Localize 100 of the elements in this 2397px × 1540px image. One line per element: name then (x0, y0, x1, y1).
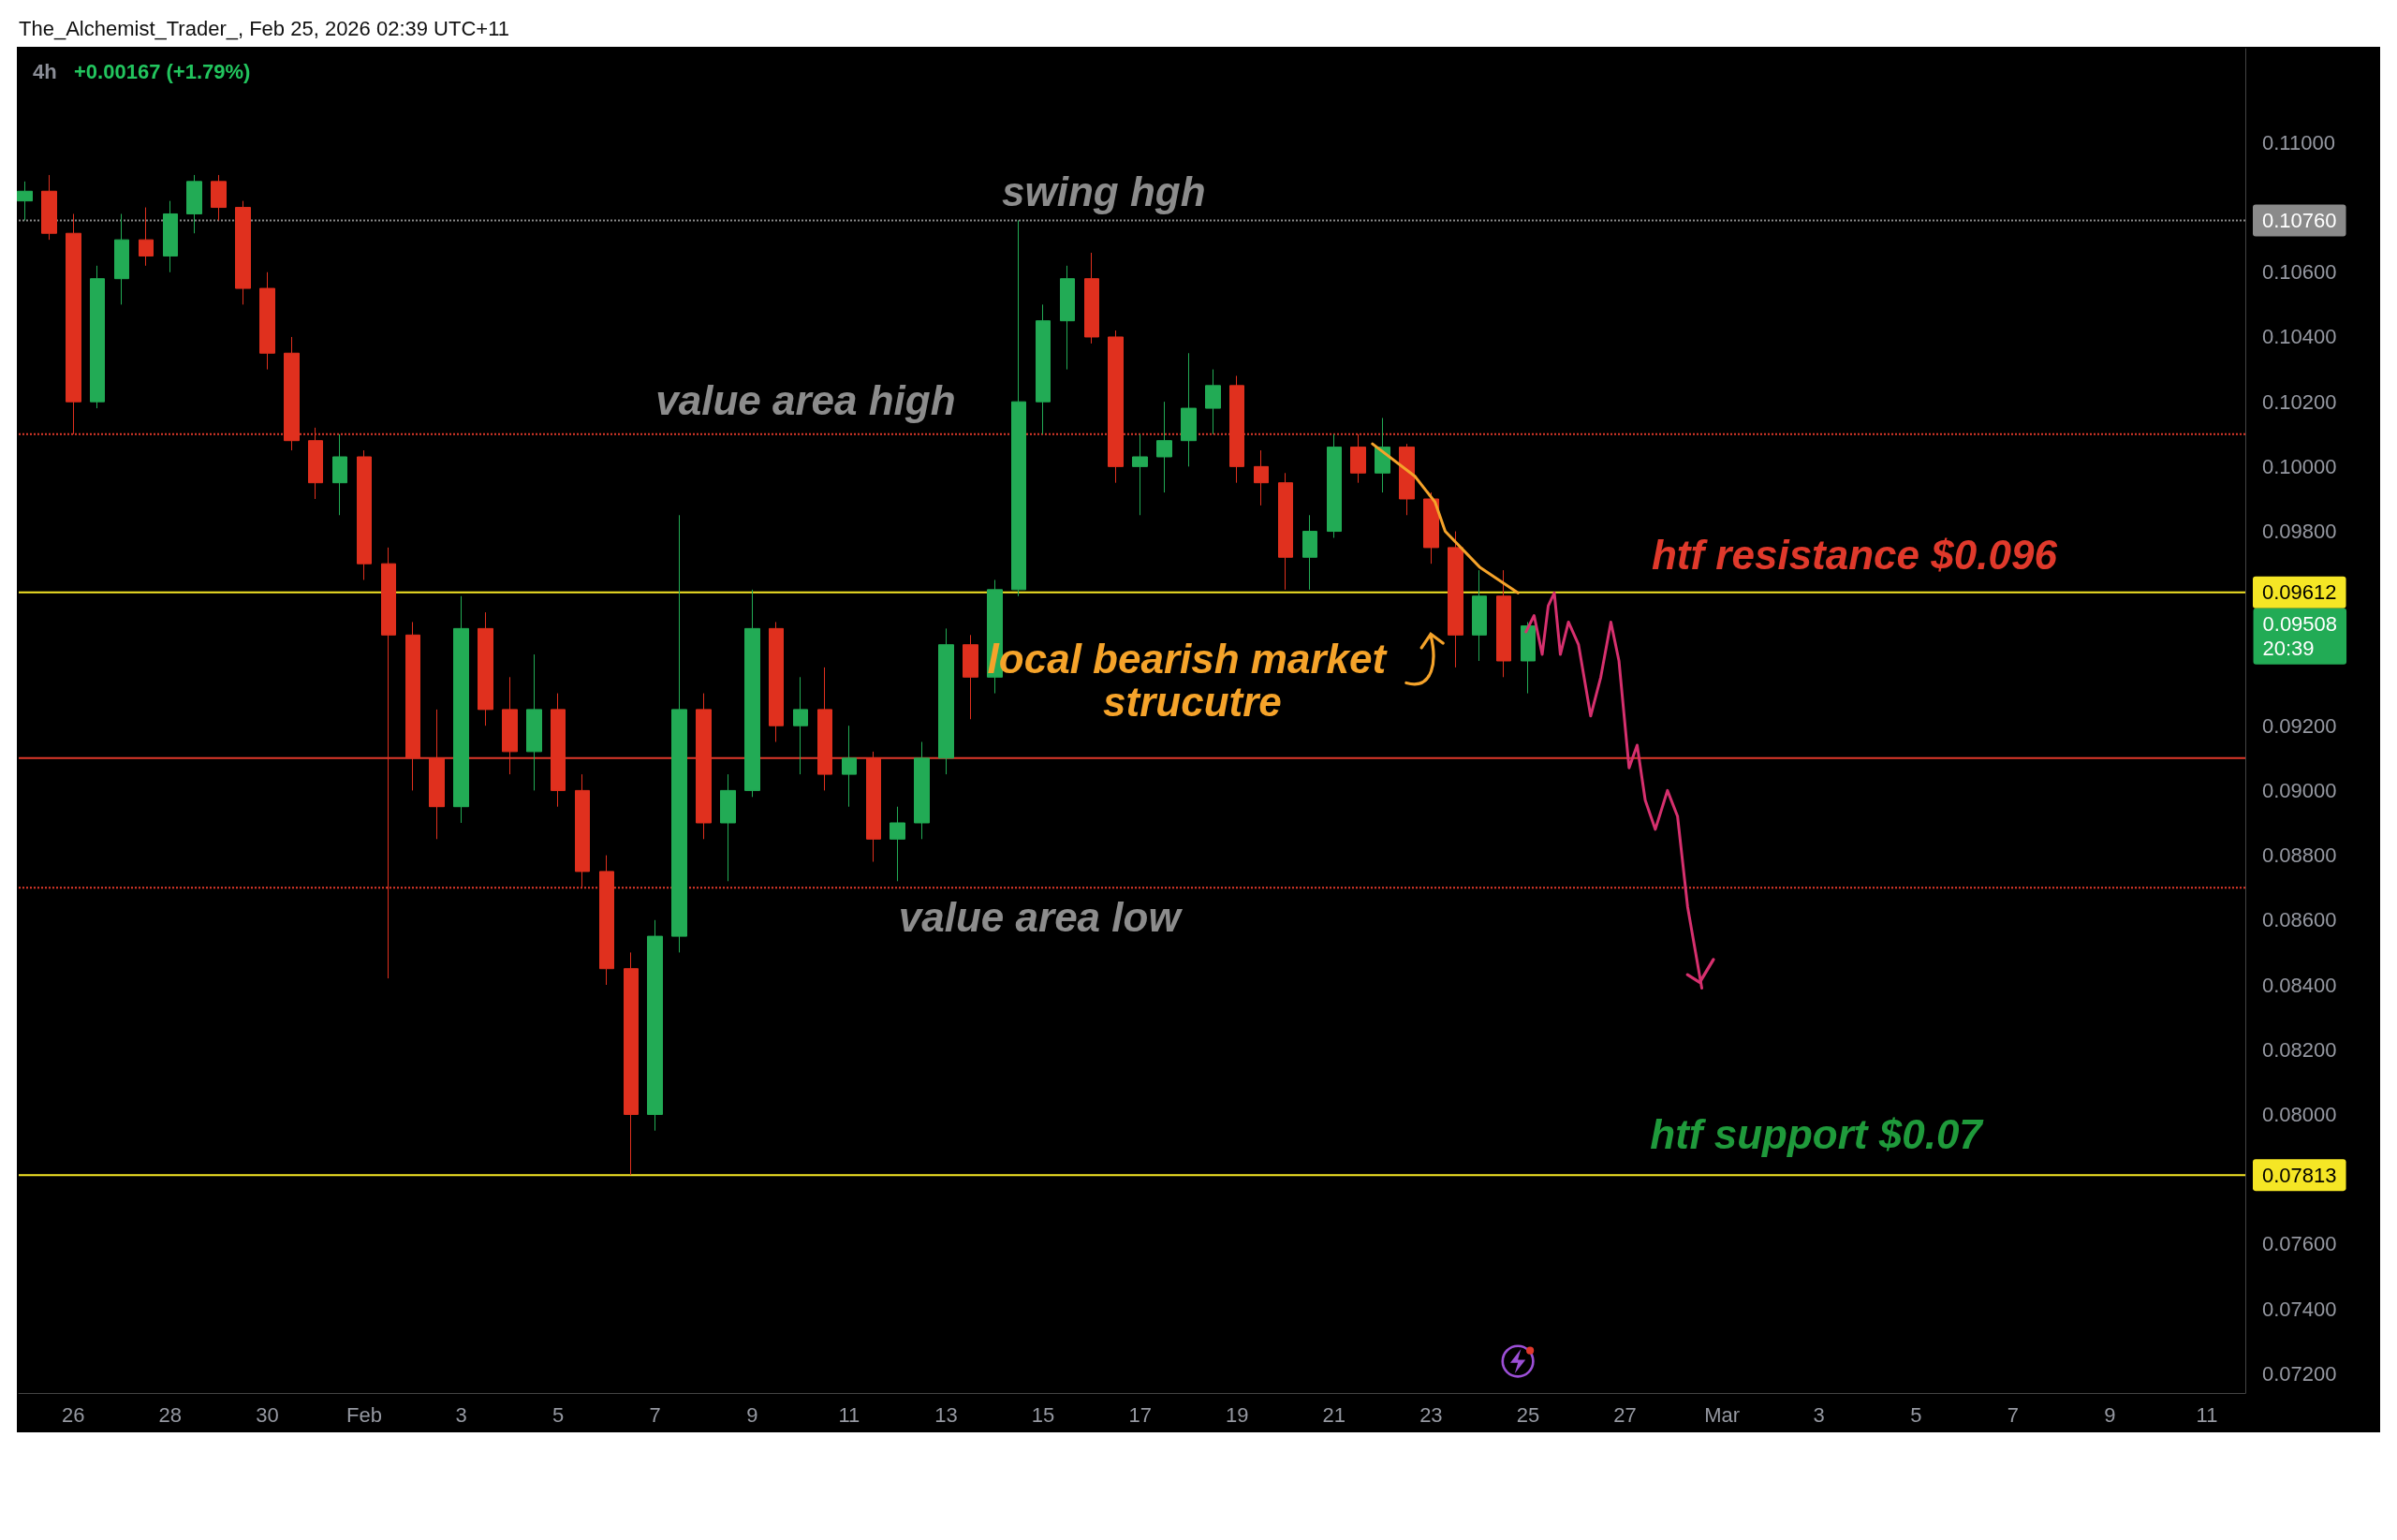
candlestick (526, 653, 542, 791)
candlestick (259, 271, 275, 371)
text: The_Alchemist_Trader_, Feb 25, 2026 02:39 UTC+11 (19, 17, 510, 40)
candlestick (1060, 265, 1075, 371)
candlestick (1448, 531, 1463, 668)
candlestick (235, 200, 251, 305)
y-tick-label: 0.10200 (2262, 389, 2337, 414)
candlestick (163, 200, 178, 273)
candlestick (1084, 252, 1099, 345)
x-tick-label: 9 (2104, 1402, 2116, 1427)
annotation: value area high (655, 377, 956, 424)
x-tick-label: 7 (2007, 1402, 2019, 1427)
ref-line-label: 0.07813 (2262, 1163, 2337, 1187)
candlestick (938, 627, 954, 775)
x-tick-label: 5 (552, 1402, 565, 1427)
x-tick-label: 28 (158, 1402, 183, 1427)
candlestick (890, 806, 905, 882)
candlestick (575, 773, 590, 888)
x-tick-label: 3 (1813, 1402, 1825, 1427)
text: +0.00167 (+1.79%) (56, 59, 251, 83)
candlestick (502, 676, 518, 775)
candlestick (624, 951, 639, 1176)
y-tick-label: 0.09200 (2262, 713, 2337, 738)
candlestick (1205, 369, 1221, 435)
x-tick-label: 11 (838, 1402, 860, 1427)
y-tick-label: 0.07200 (2262, 1361, 2337, 1386)
x-tick-label: 21 (1322, 1402, 1346, 1427)
candlestick (744, 589, 760, 798)
x-tick-label: Mar (1704, 1402, 1741, 1427)
line-series (1524, 591, 1704, 990)
candlestick (66, 213, 81, 435)
candlestick (1399, 443, 1415, 516)
y-tick-label: 0.08000 (2262, 1102, 2337, 1126)
candlestick (647, 919, 663, 1132)
candlestick (41, 174, 57, 241)
candlestick (186, 174, 202, 234)
candlestick (478, 611, 493, 726)
x-tick-label: 3 (455, 1402, 467, 1427)
candlestick (114, 213, 129, 305)
annotation: htf support $0.07 (1650, 1110, 1985, 1157)
x-tick-label: 30 (256, 1402, 279, 1427)
x-tick-label: 11 (2196, 1402, 2218, 1427)
candlestick (381, 547, 396, 979)
x-tick-label: 27 (1613, 1402, 1637, 1427)
candlestick (914, 741, 930, 840)
x-tick-label: 17 (1128, 1402, 1152, 1427)
candlestick (1423, 491, 1439, 565)
candlestick (551, 693, 566, 808)
y-tick-label: 0.10400 (2262, 325, 2337, 349)
candlestick (1521, 621, 1536, 695)
candlestick (1036, 303, 1051, 435)
ref-line-label: 0.09612 (2262, 580, 2337, 605)
candlestick (211, 174, 227, 221)
x-tick-label: 19 (1225, 1402, 1249, 1427)
x-tick-label: 23 (1419, 1402, 1443, 1427)
y-tick-label: 0.08400 (2262, 973, 2337, 997)
y-tick-label: 0.08800 (2262, 843, 2337, 868)
candlestick (720, 773, 736, 882)
candlestick (599, 855, 614, 986)
x-tick-label: 5 (1910, 1402, 1922, 1427)
candlestick (1327, 433, 1342, 538)
candlestick (793, 676, 808, 775)
x-tick-label: Feb (346, 1402, 382, 1427)
text: 4h (33, 59, 57, 83)
candlestick (1350, 433, 1366, 484)
y-tick-label: 0.09000 (2262, 778, 2337, 802)
y-tick-label: 0.08200 (2262, 1037, 2337, 1062)
candlestick (1254, 449, 1269, 506)
x-tick-label: 13 (934, 1402, 958, 1427)
candlestick (284, 336, 300, 451)
candlestick (453, 595, 469, 824)
candlestick (308, 427, 323, 500)
candlestick (1181, 352, 1197, 467)
ref-line-label: 0.10760 (2262, 208, 2337, 232)
candlestick (1011, 219, 1026, 597)
annotation: htf resistance $0.096 (1651, 532, 2058, 579)
text: 0.09508 20:39 (2262, 612, 2338, 661)
y-tick-label: 0.07600 (2262, 1232, 2337, 1256)
candlestick (696, 693, 712, 840)
candlestick (1496, 569, 1511, 678)
x-tick-label: 9 (746, 1402, 758, 1427)
candlestick (1156, 401, 1172, 493)
candlestick (769, 621, 784, 742)
x-tick-label: 26 (62, 1402, 85, 1427)
candlestick (1278, 472, 1293, 591)
line-series (1371, 442, 1520, 594)
y-tick-label: 0.10600 (2262, 260, 2337, 285)
candlestick (429, 709, 445, 840)
y-tick-label: 0.08600 (2262, 908, 2337, 932)
candlestick (139, 207, 154, 267)
x-tick-label: 25 (1516, 1402, 1540, 1427)
candlestick (1132, 433, 1148, 516)
candlestick (842, 725, 857, 808)
candlestick (817, 667, 832, 791)
annotation: value area low (898, 894, 1184, 941)
candlestick (1472, 569, 1487, 662)
candlestick (17, 181, 33, 221)
y-tick-label: 0.10000 (2262, 454, 2337, 478)
candlestick (332, 433, 347, 516)
candlestick (1302, 514, 1317, 591)
